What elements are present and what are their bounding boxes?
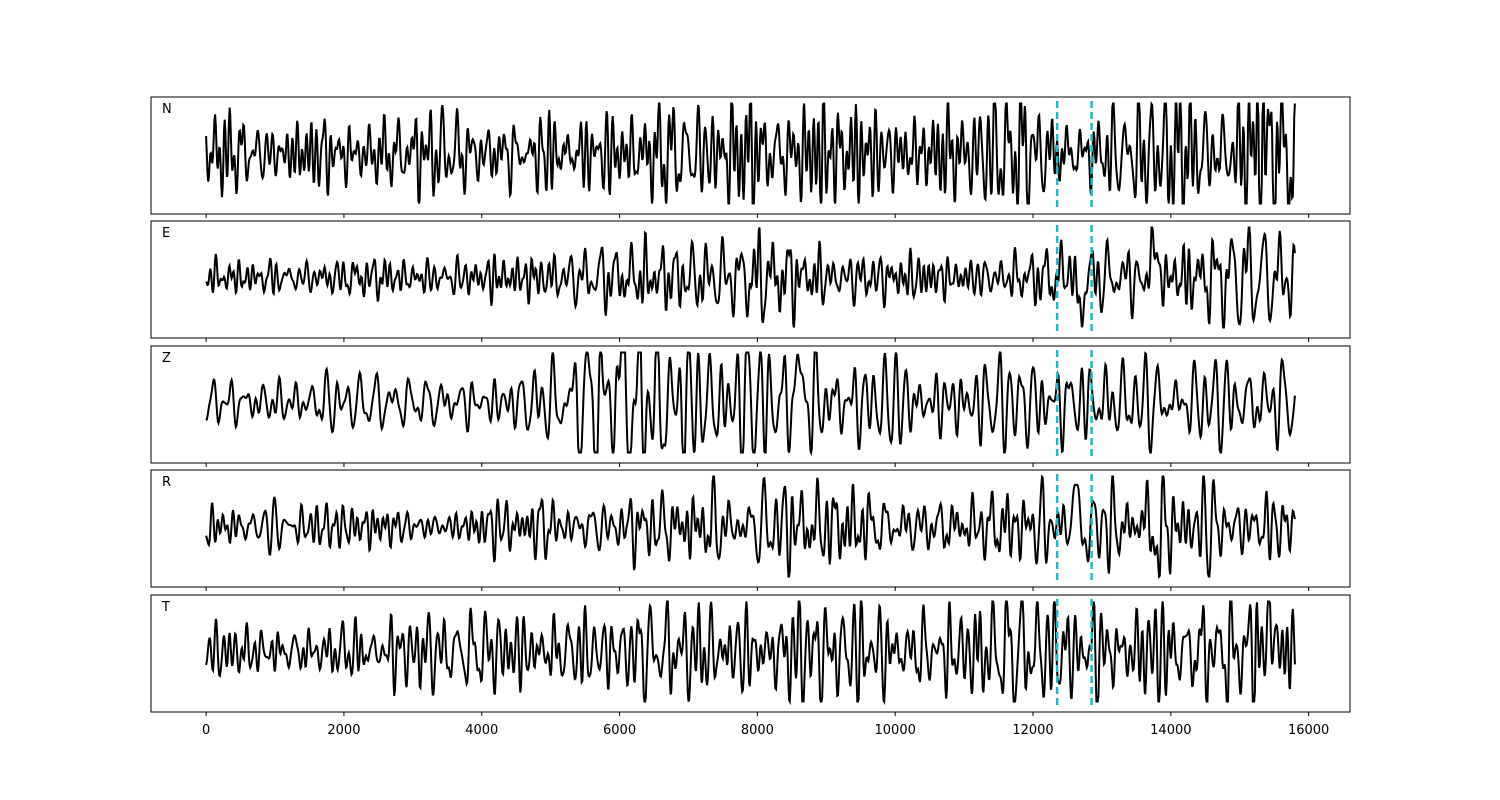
panel-n: N	[150, 96, 1351, 218]
markers-t	[205, 599, 1310, 716]
x-tick-label: 16000	[1288, 723, 1329, 738]
panel-t: T	[150, 594, 1351, 716]
trace-z	[205, 351, 1296, 457]
trace-r	[205, 474, 1296, 579]
waveform-t	[205, 600, 1296, 706]
trace-t	[205, 600, 1296, 706]
panel-z: Z	[150, 345, 1351, 467]
waveform-r	[205, 474, 1296, 579]
waveform-e	[205, 226, 1296, 329]
panel-frame-t	[150, 594, 1351, 713]
panel-frame-r	[150, 469, 1351, 588]
panel-frame-e	[150, 220, 1351, 339]
markers-z	[205, 350, 1310, 467]
panel-label-r: R	[162, 475, 171, 490]
panel-frame-n	[150, 96, 1351, 215]
x-tick-label: 4000	[465, 723, 498, 738]
panel-label-e: E	[162, 226, 170, 241]
panel-label-t: T	[161, 600, 170, 615]
waveform-z	[205, 351, 1296, 457]
panel-label-n: N	[162, 102, 172, 117]
panel-label-z: Z	[162, 351, 171, 366]
waveform-n	[205, 100, 1296, 205]
x-tick-label: 14000	[1150, 723, 1191, 738]
x-tick-label: 10000	[875, 723, 916, 738]
x-tick-label: 8000	[741, 723, 774, 738]
panel-r: R	[150, 469, 1351, 591]
markers-r	[205, 474, 1310, 591]
x-tick-label: 12000	[1012, 723, 1053, 738]
trace-n	[205, 100, 1296, 205]
x-tick-label: 6000	[603, 723, 636, 738]
markers-n	[205, 101, 1310, 218]
trace-e	[205, 226, 1296, 329]
panel-frame-z	[150, 345, 1351, 464]
panel-e: E	[150, 220, 1351, 342]
x-tick-label: 2000	[327, 723, 360, 738]
x-tick-label: 0	[202, 723, 210, 738]
x-axis: 0 2000 4000 6000 8000 10000 12000 14000 16000	[202, 723, 1329, 738]
markers-e	[205, 225, 1310, 342]
